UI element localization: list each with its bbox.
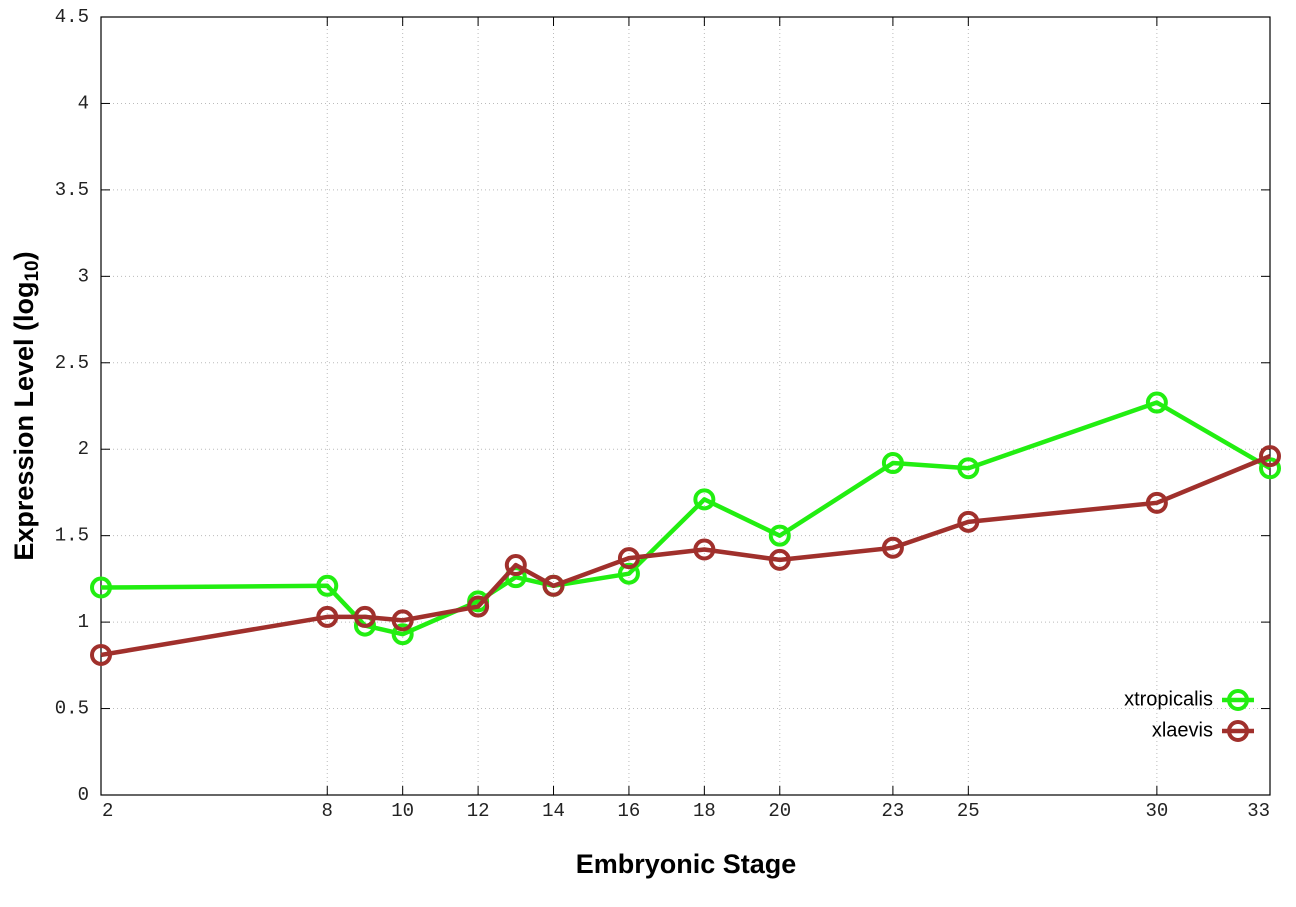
data-point (391, 609, 414, 632)
x-tick-label: 33 (1247, 800, 1270, 822)
y-axis-title-sub: 10 (22, 260, 43, 281)
y-tick-label: 2 (78, 438, 89, 460)
data-point (90, 576, 112, 599)
y-axis-title-end: ) (9, 251, 39, 260)
x-tick-label: 18 (693, 800, 716, 822)
data-point (1145, 491, 1168, 514)
legend-marker (1227, 720, 1249, 742)
y-tick-label: 4.5 (55, 6, 89, 28)
data-point (617, 562, 640, 585)
data-point (617, 547, 640, 570)
y-tick-label: 3 (78, 265, 89, 287)
data-point (768, 548, 791, 571)
legend-label: xlaevis (1152, 719, 1213, 741)
data-point (542, 574, 565, 597)
data-point (391, 623, 414, 646)
x-tick-label: 20 (768, 800, 791, 822)
data-point (881, 536, 904, 559)
y-tick-label: 0.5 (55, 698, 89, 720)
legend-label: xtropicalis (1124, 688, 1213, 710)
series-line (100, 400, 1272, 637)
x-tick-label: 30 (1145, 800, 1168, 822)
x-tick-label: 10 (391, 800, 414, 822)
data-point (467, 595, 490, 618)
data-point (1259, 445, 1281, 468)
data-point (316, 574, 339, 597)
x-tick-label: 2 (102, 800, 113, 822)
x-tick-label: 25 (957, 800, 980, 822)
data-point (353, 605, 376, 628)
x-tick-label: 23 (881, 800, 904, 822)
y-tick-label: 2.5 (55, 352, 89, 374)
data-point (957, 457, 980, 480)
data-point (693, 488, 716, 511)
series-line (100, 454, 1271, 658)
y-tick-label: 0 (78, 784, 89, 806)
data-point (957, 510, 980, 533)
x-tick-label: 16 (618, 800, 641, 822)
data-point (1259, 457, 1281, 480)
x-tick-label: 8 (322, 800, 333, 822)
x-tick-label: 12 (467, 800, 490, 822)
y-tick-label: 1.5 (55, 525, 89, 547)
y-axis-title-main: Expression Level (log (9, 282, 39, 561)
data-point (693, 538, 716, 561)
legend-marker (1227, 689, 1249, 711)
data-point (504, 554, 527, 577)
y-axis-title: Expression Level (log10) (9, 251, 43, 560)
data-point (881, 452, 904, 475)
data-point (316, 605, 339, 628)
data-point (1145, 391, 1168, 414)
data-point (768, 524, 791, 547)
plot-frame (100, 16, 1271, 796)
x-tick-label: 14 (542, 800, 565, 822)
y-tick-label: 1 (78, 611, 89, 633)
data-point (90, 643, 112, 666)
y-tick-label: 4 (78, 92, 89, 114)
y-tick-label: 3.5 (55, 179, 89, 201)
x-axis-title: Embryonic Stage (576, 849, 797, 879)
